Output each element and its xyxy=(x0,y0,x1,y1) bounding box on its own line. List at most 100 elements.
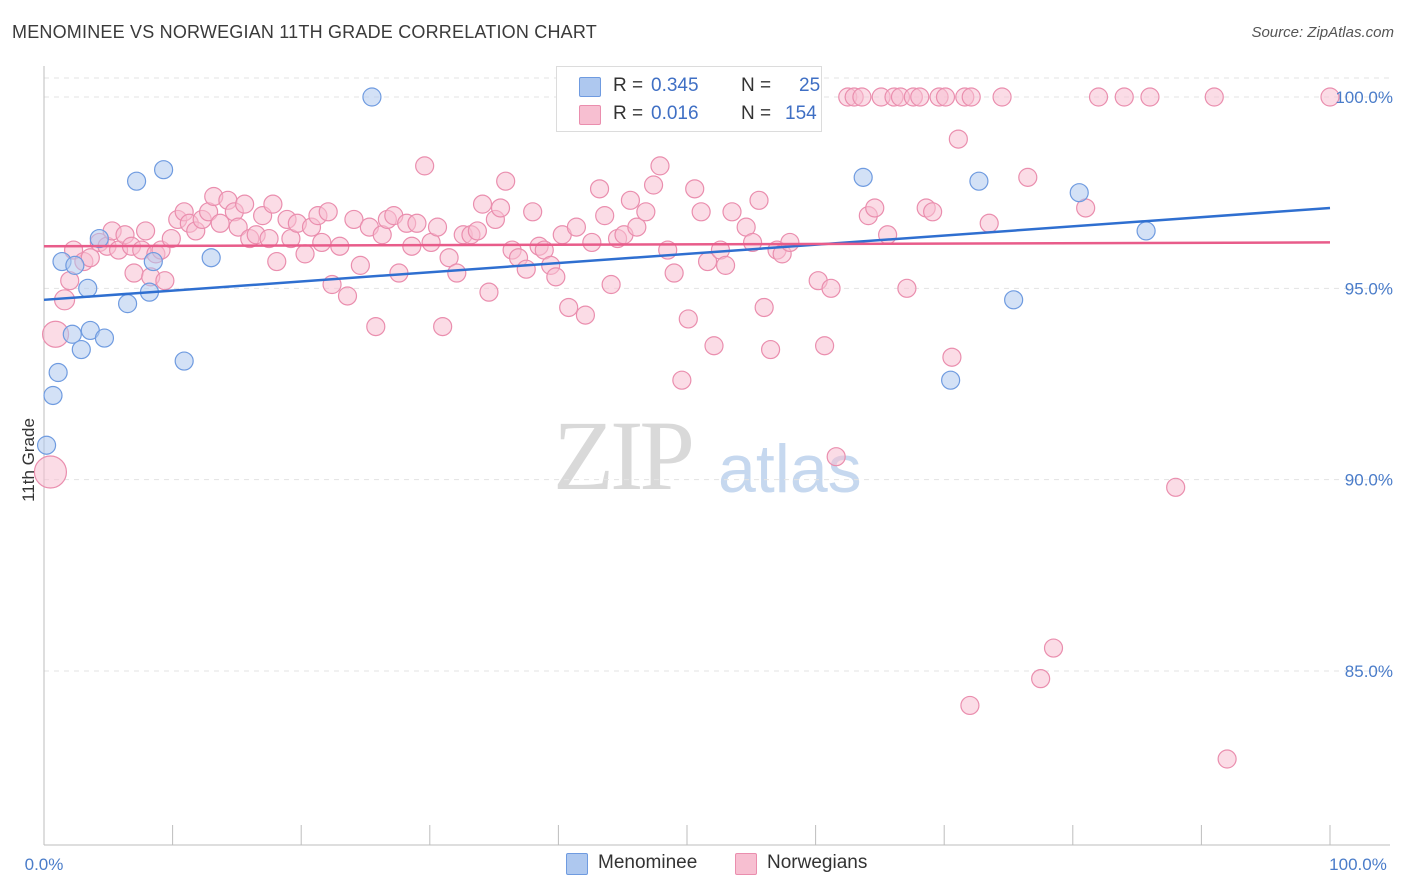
data-point xyxy=(942,347,962,367)
legend-r-value: 0.345 xyxy=(651,75,699,96)
data-point xyxy=(636,202,656,222)
data-point xyxy=(433,317,453,337)
legend-swatch-norwegians xyxy=(579,105,601,125)
data-point xyxy=(672,370,692,390)
data-point xyxy=(691,202,711,222)
data-point xyxy=(523,202,543,222)
data-point xyxy=(496,171,516,191)
data-point xyxy=(344,209,364,230)
data-point xyxy=(742,232,763,253)
legend-swatch-norwegians xyxy=(735,853,757,875)
data-point xyxy=(350,255,370,275)
data-point xyxy=(65,255,85,275)
data-point xyxy=(1320,87,1340,107)
data-point xyxy=(89,228,109,249)
trend-line-menominee xyxy=(43,206,1331,302)
data-point xyxy=(447,263,467,283)
data-point xyxy=(865,198,885,218)
data-point xyxy=(153,160,174,180)
trend-lines xyxy=(43,206,1331,302)
series-norwegians xyxy=(33,87,1340,769)
data-point xyxy=(1204,87,1224,107)
data-point xyxy=(267,251,287,272)
legend-r-label: R = xyxy=(613,75,644,96)
data-point xyxy=(1018,167,1038,187)
data-point xyxy=(1004,290,1024,310)
data-point xyxy=(566,217,587,237)
data-point xyxy=(337,286,358,306)
data-point xyxy=(78,278,98,298)
data-point xyxy=(117,294,138,314)
data-point xyxy=(935,87,956,107)
data-point xyxy=(415,156,435,176)
data-point xyxy=(780,232,800,253)
data-point xyxy=(235,194,255,214)
series-menominee xyxy=(36,87,1156,455)
y-axis-label: 11th Grade xyxy=(19,418,38,502)
data-point xyxy=(318,202,338,222)
data-point xyxy=(969,171,989,191)
data-point xyxy=(259,228,279,249)
data-point xyxy=(559,297,579,318)
data-point xyxy=(126,171,147,191)
grid-lines xyxy=(44,77,1390,672)
data-point xyxy=(589,179,610,199)
data-point xyxy=(135,221,156,241)
data-point xyxy=(979,213,999,233)
data-point xyxy=(467,221,487,241)
chart-title: MENOMINEE VS NORWEGIAN 11TH GRADE CORREL… xyxy=(12,22,597,42)
axes xyxy=(43,66,1390,846)
legend-label-norwegians: Norwegians xyxy=(767,852,868,873)
data-point xyxy=(472,194,493,214)
data-point xyxy=(1088,87,1109,107)
data-point xyxy=(760,339,781,360)
data-point xyxy=(643,175,664,195)
data-point xyxy=(143,251,163,272)
data-point xyxy=(853,167,873,187)
data-point xyxy=(815,336,835,356)
data-point xyxy=(263,194,283,214)
watermark-atlas: atlas xyxy=(718,431,862,507)
data-point xyxy=(516,259,536,279)
data-points xyxy=(33,87,1340,769)
data-point xyxy=(601,274,621,295)
data-point xyxy=(595,206,615,226)
y-tick-label: 100.0% xyxy=(1335,88,1393,107)
data-point xyxy=(749,190,769,210)
data-point xyxy=(1217,749,1237,769)
data-point xyxy=(821,278,841,298)
data-point xyxy=(161,228,181,249)
data-point xyxy=(754,297,774,318)
data-point xyxy=(362,87,382,107)
data-point xyxy=(826,447,846,467)
y-tick-label: 95.0% xyxy=(1345,279,1393,298)
data-point xyxy=(897,278,917,298)
data-point xyxy=(575,305,596,325)
trend-line-norwegians xyxy=(43,241,1331,248)
data-point xyxy=(852,87,872,107)
legend-n-label: N = xyxy=(741,103,772,124)
data-point xyxy=(678,309,698,329)
data-point xyxy=(62,324,82,344)
data-point xyxy=(1031,669,1051,689)
data-point xyxy=(43,385,63,406)
data-point xyxy=(228,217,248,237)
data-point xyxy=(722,202,742,222)
data-point xyxy=(479,282,499,302)
data-point xyxy=(80,248,100,268)
data-point xyxy=(715,255,736,275)
data-point xyxy=(201,248,221,268)
data-point xyxy=(1043,638,1064,658)
data-point xyxy=(210,213,230,233)
data-point xyxy=(664,263,684,283)
data-point xyxy=(48,362,68,383)
data-point xyxy=(941,370,961,390)
data-point xyxy=(1136,221,1156,241)
data-point xyxy=(36,435,57,455)
stats-legend: R = 0.345 N = 25 R = 0.016 N = 154 xyxy=(556,66,822,132)
data-point xyxy=(546,267,566,287)
source-label: Source: ZipAtlas.com xyxy=(1251,24,1394,41)
axis-labels: 85.0% 90.0% 95.0% 100.0% 0.0% 100.0% 11th Grad… xyxy=(19,88,1393,874)
data-point xyxy=(1069,183,1089,203)
